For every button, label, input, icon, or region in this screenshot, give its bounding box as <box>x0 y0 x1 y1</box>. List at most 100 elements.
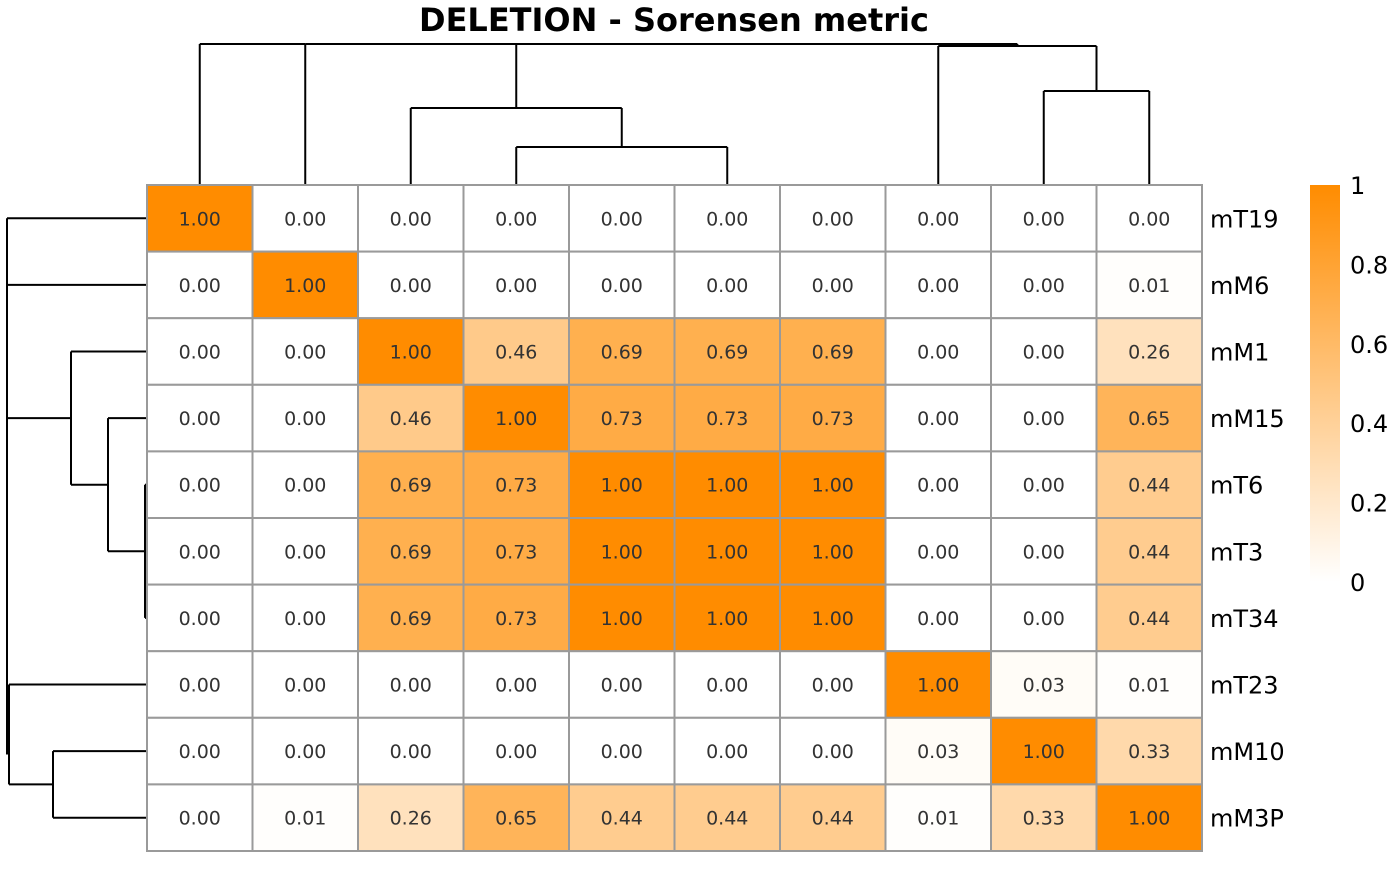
row-label: mM6 <box>1210 272 1269 300</box>
cell-value-label: 0.00 <box>706 675 748 697</box>
heatmap-cell <box>568 383 676 453</box>
cell-value-label: 0.00 <box>812 208 854 230</box>
row-label: mM3P <box>1210 805 1284 833</box>
chart-title: DELETION - Sorensen metric <box>419 1 929 39</box>
cell-value-label: 1.00 <box>812 475 854 497</box>
heatmap-cell <box>990 317 1098 386</box>
heatmap-cell <box>1095 517 1203 586</box>
cell-value-label: 1.00 <box>706 475 748 497</box>
heatmap-cell <box>357 783 465 853</box>
cell-value-label: 1.00 <box>706 541 748 563</box>
cell-value-label: 0.73 <box>495 475 537 497</box>
cell-value-label: 0.00 <box>179 275 221 297</box>
cell-value-label: 0.03 <box>1023 675 1065 697</box>
cell-value-label: 0.69 <box>390 608 432 630</box>
heatmap-cell <box>990 383 1098 453</box>
cell-value-label: 1.00 <box>1023 741 1065 763</box>
cell-value-label: 0.00 <box>495 675 537 697</box>
legend-tick-label: 1 <box>1350 172 1365 200</box>
cell-value-label: 0.00 <box>495 741 537 763</box>
cell-value-label: 0.65 <box>1128 408 1170 430</box>
cell-value-label: 1.00 <box>179 208 221 230</box>
heatmap-cell <box>462 250 570 320</box>
cell-value-label: 0.00 <box>1023 342 1065 364</box>
cell-value-label: 0.01 <box>1128 275 1170 297</box>
heatmap-cell <box>990 450 1098 519</box>
heatmap-cell <box>146 650 254 719</box>
heatmap-cell <box>146 383 254 453</box>
cell-value-label: 0.00 <box>179 741 221 763</box>
heatmap-cell <box>779 716 887 786</box>
heatmap-cell <box>673 650 781 719</box>
cell-value-label: 0.46 <box>390 408 432 430</box>
heatmap-cell <box>673 317 781 386</box>
heatmap-cell <box>1095 184 1203 253</box>
heatmap-cell <box>462 783 570 853</box>
cell-value-label: 0.00 <box>1023 541 1065 563</box>
legend-tick-label: 0.4 <box>1350 410 1388 438</box>
heatmap-cell <box>673 450 781 519</box>
row-label: mT34 <box>1210 605 1279 633</box>
heatmap-cell <box>462 383 570 453</box>
cell-value-label: 0.44 <box>1128 541 1170 563</box>
cell-value-label: 0.33 <box>1023 808 1065 830</box>
cell-value-label: 1.00 <box>812 541 854 563</box>
row-dendrogram <box>6 217 147 819</box>
cell-value-label: 0.69 <box>390 475 432 497</box>
heatmap-cell <box>251 716 359 786</box>
cell-value-label: 0.00 <box>812 675 854 697</box>
cell-value-label: 0.00 <box>179 808 221 830</box>
cell-value-label: 0.69 <box>812 342 854 364</box>
heatmap-cell <box>357 184 465 253</box>
cell-value-label: 0.01 <box>284 808 326 830</box>
heatmap-cell <box>568 716 676 786</box>
cell-value-label: 0.00 <box>179 675 221 697</box>
heatmap-cell <box>462 583 570 653</box>
cell-value-label: 0.65 <box>495 808 537 830</box>
cell-value-label: 0.00 <box>601 741 643 763</box>
heatmap-cell <box>251 450 359 519</box>
cell-value-label: 0.00 <box>601 275 643 297</box>
cell-value-label: 0.73 <box>495 541 537 563</box>
cell-value-label: 1.00 <box>284 275 326 297</box>
cell-value-label: 0.69 <box>706 342 748 364</box>
cell-value-label: 0.73 <box>706 408 748 430</box>
cell-value-label: 0.03 <box>917 741 959 763</box>
cell-value-label: 0.26 <box>390 808 432 830</box>
legend-gradient-bar <box>1310 185 1340 582</box>
cell-value-label: 0.00 <box>284 342 326 364</box>
heatmap-cell <box>1095 716 1203 786</box>
cell-value-label: 0.00 <box>1023 475 1065 497</box>
cell-value-label: 0.00 <box>390 208 432 230</box>
cell-value-label: 0.00 <box>1128 208 1170 230</box>
cell-value-label: 1.00 <box>601 475 643 497</box>
cell-value-label: 0.00 <box>495 208 537 230</box>
cell-value-label: 0.46 <box>495 342 537 364</box>
heatmap-cell <box>462 517 570 586</box>
cell-value-label: 0.44 <box>812 808 854 830</box>
cell-value-label: 1.00 <box>917 675 959 697</box>
cell-value-label: 0.44 <box>1128 475 1170 497</box>
cell-value-label: 0.01 <box>1128 675 1170 697</box>
heatmap-cell <box>1095 650 1203 719</box>
heatmap-cell <box>1095 450 1203 519</box>
heatmap-cells: 1.00 0.00 0.00 0.00 0.00 0.00 0.00 0.00 0.00 0.00… <box>146 184 1203 853</box>
cell-value-label: 0.00 <box>917 342 959 364</box>
heatmap-cell <box>673 250 781 320</box>
cell-value-label: 0.69 <box>390 541 432 563</box>
cell-value-label: 0.00 <box>601 675 643 697</box>
heatmap-cell <box>251 583 359 653</box>
heatmap-cell <box>357 517 465 586</box>
heatmap-cell <box>146 716 254 786</box>
heatmap-cell <box>251 783 359 853</box>
heatmap-cell <box>779 783 887 853</box>
heatmap-cell <box>779 317 887 386</box>
color-legend: 1 0.8 0.6 0.4 0.2 0 <box>1310 172 1388 597</box>
row-label: mT23 <box>1210 672 1279 700</box>
row-label: mT3 <box>1210 538 1263 566</box>
cell-value-label: 1.00 <box>495 408 537 430</box>
heatmap-cell <box>779 583 887 653</box>
row-label: mT6 <box>1210 472 1263 500</box>
cell-value-label: 0.00 <box>179 408 221 430</box>
